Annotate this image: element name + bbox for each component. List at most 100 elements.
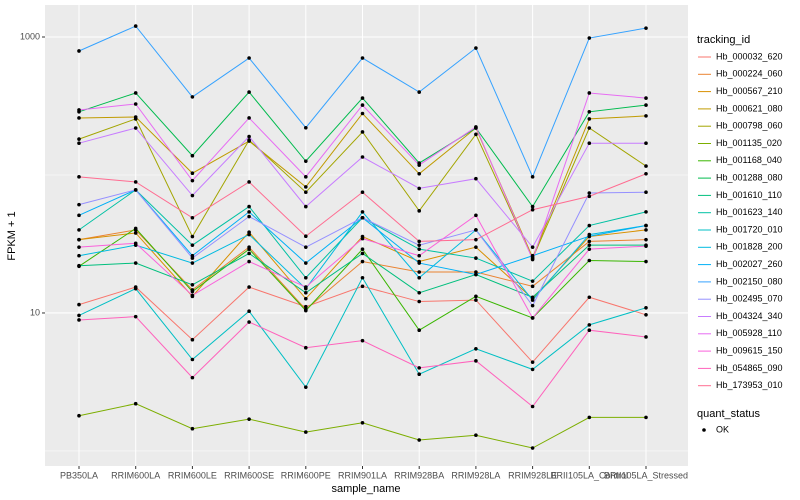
point [417,366,422,370]
point [247,180,251,184]
point [77,302,81,307]
point [247,90,251,94]
point [587,194,592,199]
point [530,257,535,262]
point [133,180,138,184]
point [77,108,81,112]
point [190,234,195,239]
point [530,284,535,289]
point [304,261,308,265]
point [247,285,251,289]
legend-label: Hb_173953_010 [716,380,783,390]
point [247,309,251,314]
point [77,116,81,120]
point [304,234,308,239]
point [417,90,422,94]
point [360,247,365,251]
point [190,293,195,298]
point [644,223,648,228]
point [77,253,81,258]
point [304,430,308,434]
point [417,243,422,247]
point [644,190,648,195]
point [360,284,365,289]
legend-label: Hb_002150_080 [716,276,783,286]
point [247,247,251,251]
x-tick-label: RRIM928LE [508,470,557,480]
point [77,141,81,145]
point [417,163,422,167]
point [530,175,535,179]
point [360,338,365,343]
point [587,117,592,121]
point [587,191,592,195]
point [190,357,195,362]
point [644,26,648,30]
point [474,256,478,260]
point [644,312,648,317]
point [133,231,138,235]
point [474,245,478,249]
point [474,125,478,129]
legend-label: Hb_001135_020 [716,138,782,148]
point [587,141,592,145]
point [530,367,535,372]
point [587,223,592,228]
point [587,239,592,244]
x-tick-label: RRIM928LA [451,470,500,480]
point [190,426,195,431]
point [530,295,535,300]
point [133,188,138,192]
legend-label: Hb_054865_090 [716,363,783,373]
point [417,275,422,280]
legend-label: Hb_002495_070 [716,294,783,304]
point [530,279,535,283]
point [77,263,81,268]
point [644,164,648,168]
x-tick-label: PB350LA [60,470,98,480]
point [77,228,81,232]
legend-label: Hb_001623_140 [716,207,783,217]
point [247,116,251,120]
point [360,56,365,60]
point [587,328,592,333]
point [190,289,195,294]
point [644,237,648,242]
point [304,275,308,280]
point [77,137,81,141]
point [190,153,195,158]
point [417,328,422,333]
y-tick-label: 1000 [20,31,40,41]
point [133,261,138,265]
point [190,243,195,247]
point [77,213,81,218]
point [530,446,535,450]
point [133,314,138,319]
point [474,359,478,363]
point [77,237,81,242]
point [644,244,648,248]
legend-label: Hb_001720_010 [716,224,783,234]
point [190,261,195,265]
point [530,253,535,258]
point [587,126,592,130]
point [360,215,365,220]
point [190,178,195,183]
point [587,91,592,95]
point [417,186,422,191]
point [247,417,251,421]
point [360,103,365,107]
point [417,270,422,274]
legend-label: Hb_000224_060 [716,69,783,79]
legend-title: tracking_id [697,34,750,46]
point [190,95,195,99]
point [247,210,251,214]
point [587,247,592,251]
legend-label: Hb_001828_200 [716,242,783,252]
panel [45,5,688,466]
point [587,36,592,40]
point [190,215,195,220]
point [417,291,422,295]
x-axis-label: sample_name [331,483,400,495]
